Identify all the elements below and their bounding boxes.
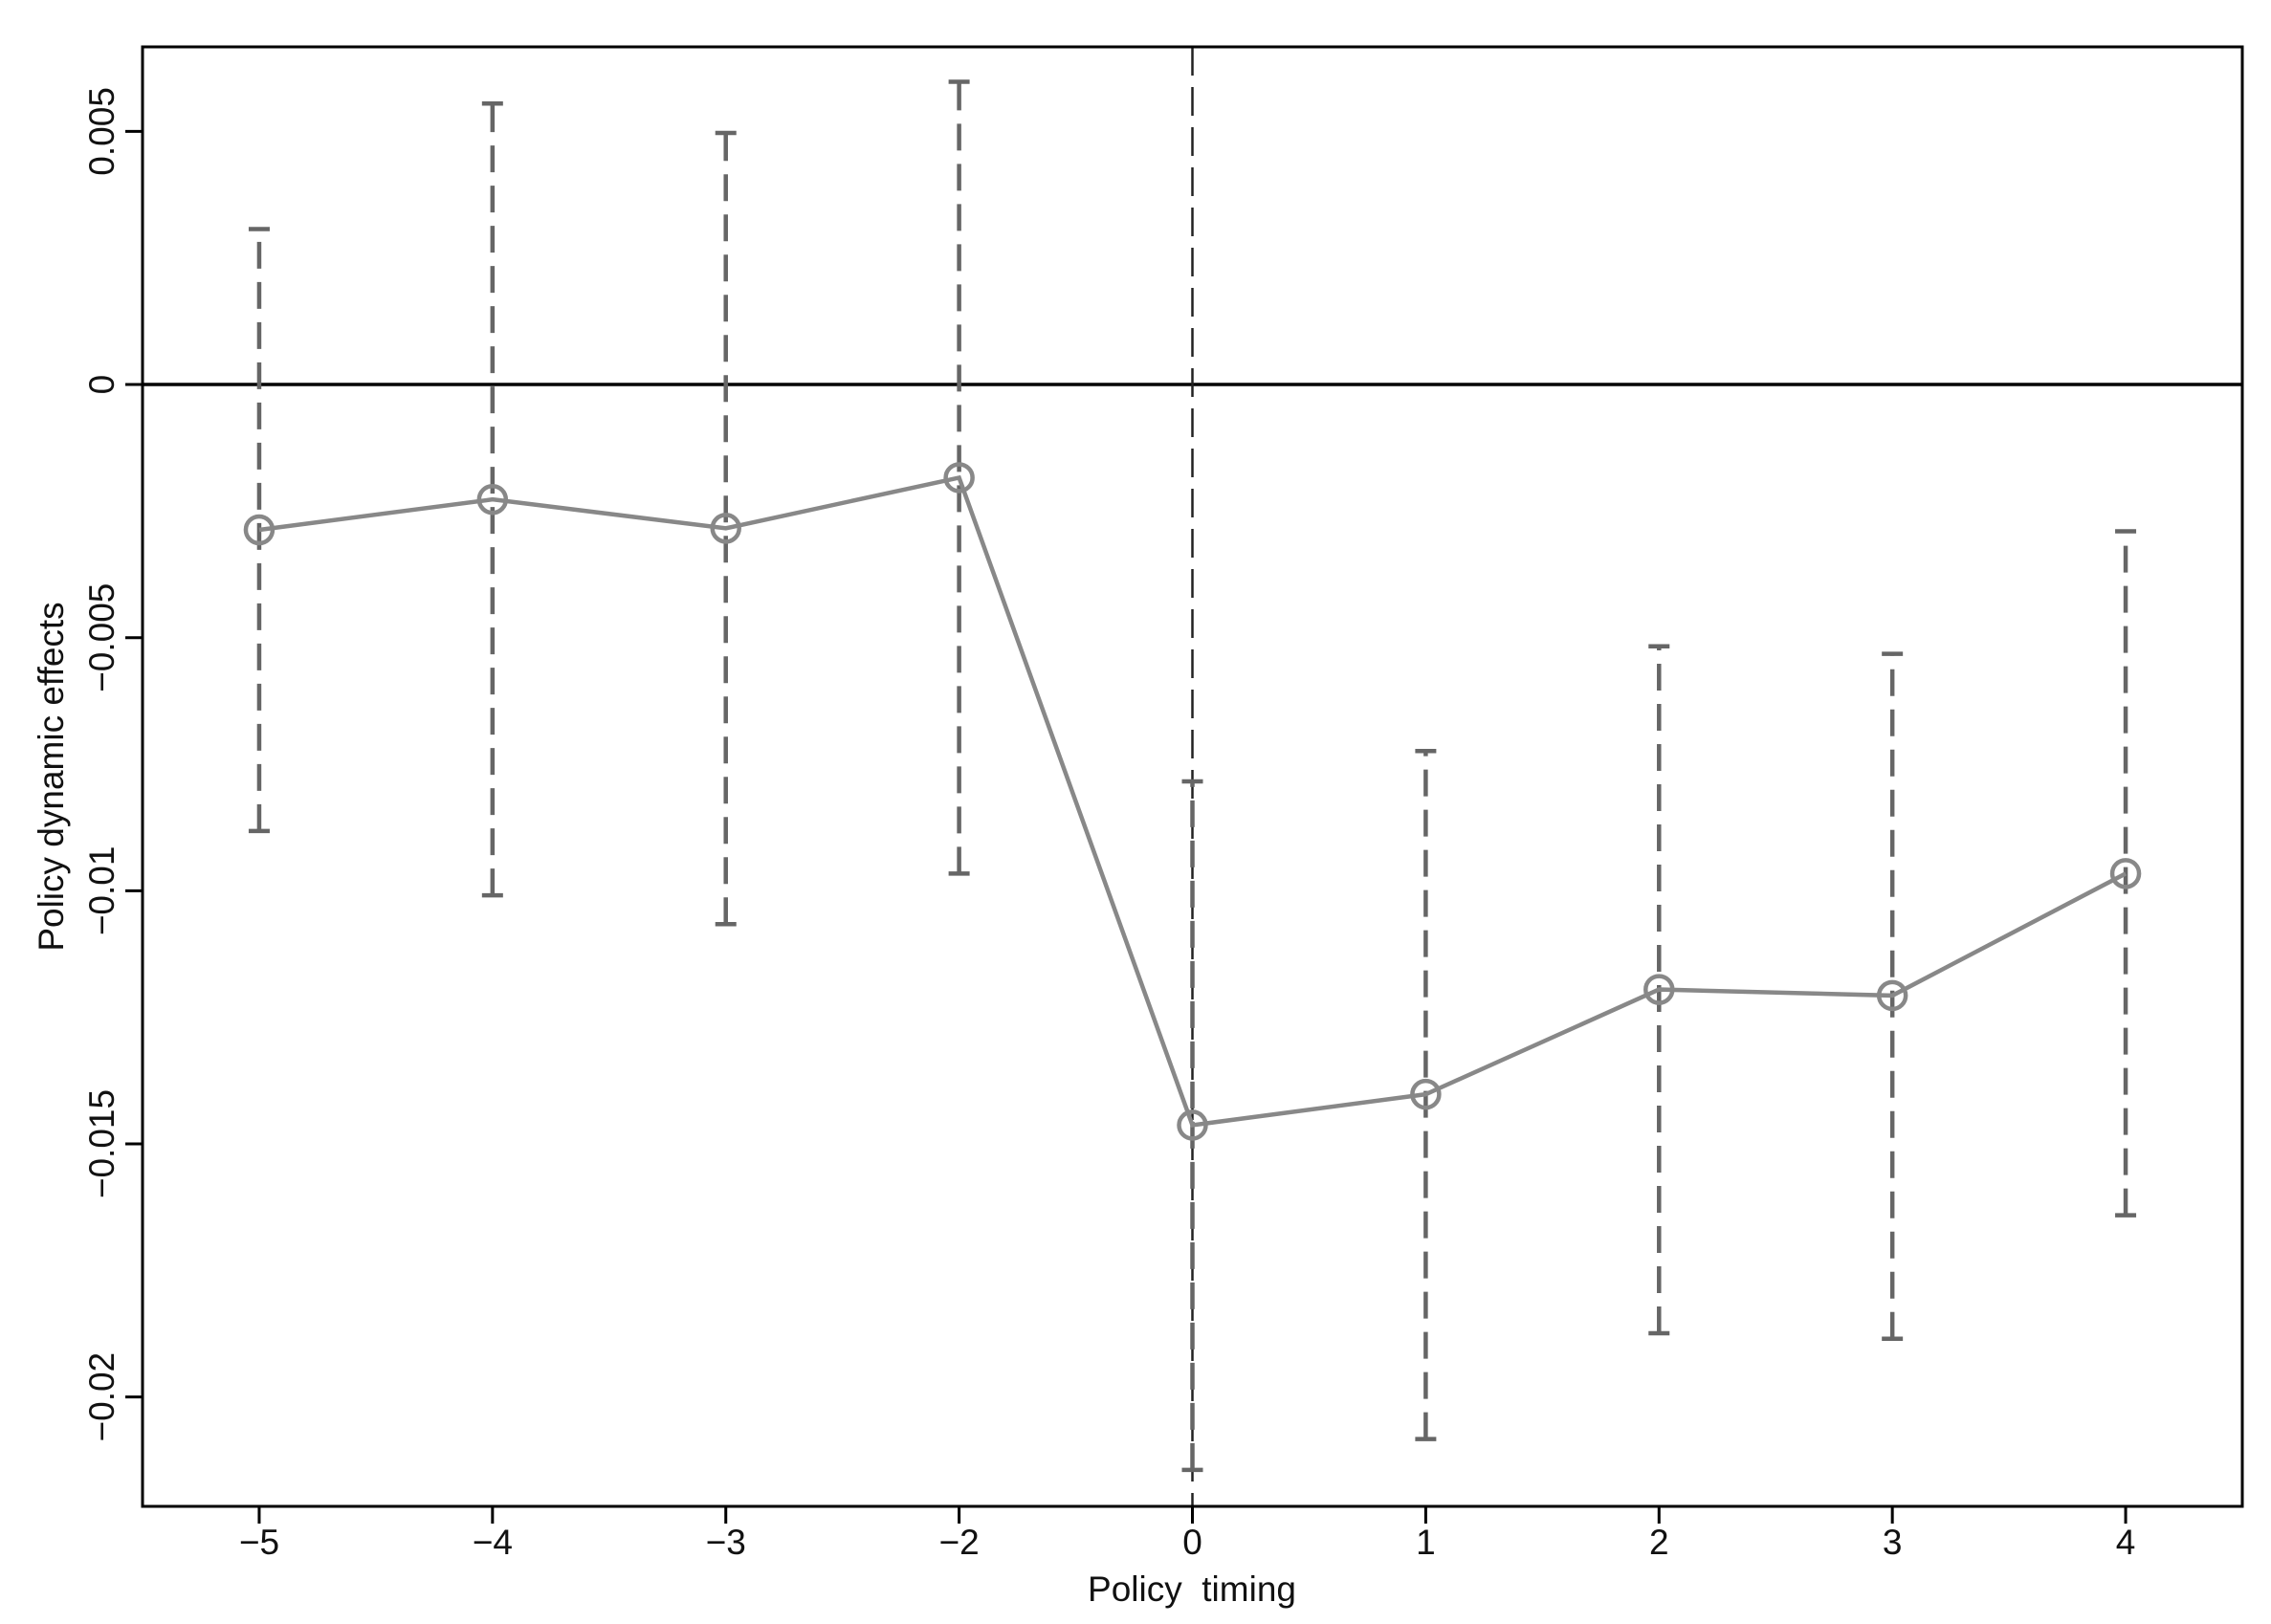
point — [1643, 974, 1675, 1005]
y-tick-label: 0 — [82, 375, 121, 395]
y-tick-label: −0.01 — [82, 846, 121, 936]
x-axis-label: Policy timing — [1088, 1569, 1296, 1609]
point — [943, 462, 975, 494]
x-tick-label: 2 — [1649, 1523, 1669, 1562]
point — [1410, 1078, 1442, 1110]
x-tick-label: 4 — [2116, 1523, 2136, 1562]
point — [1876, 979, 1908, 1012]
series-line — [258, 474, 2128, 1128]
x-tick-label: 0 — [1182, 1523, 1202, 1562]
y-tick-label: −0.02 — [82, 1352, 121, 1442]
x-tick-label: 1 — [1416, 1523, 1436, 1562]
point — [476, 483, 509, 516]
plot-frame — [141, 45, 2244, 1508]
point — [2109, 858, 2142, 889]
x-tick-label: −2 — [939, 1523, 980, 1562]
x-tick-label: −4 — [473, 1523, 513, 1562]
y-tick-label: −0.015 — [82, 1089, 121, 1198]
x-tick-label: 3 — [1883, 1523, 1903, 1562]
x-tick-label: −5 — [239, 1523, 279, 1562]
x-tick-label: −3 — [706, 1523, 746, 1562]
y-tick-label: −0.005 — [82, 583, 121, 692]
point — [243, 514, 276, 546]
point — [710, 513, 741, 544]
y-tick-label: 0.005 — [82, 87, 121, 176]
y-axis-label: Policy dynamic effects — [32, 602, 71, 951]
point — [1177, 1109, 1208, 1141]
